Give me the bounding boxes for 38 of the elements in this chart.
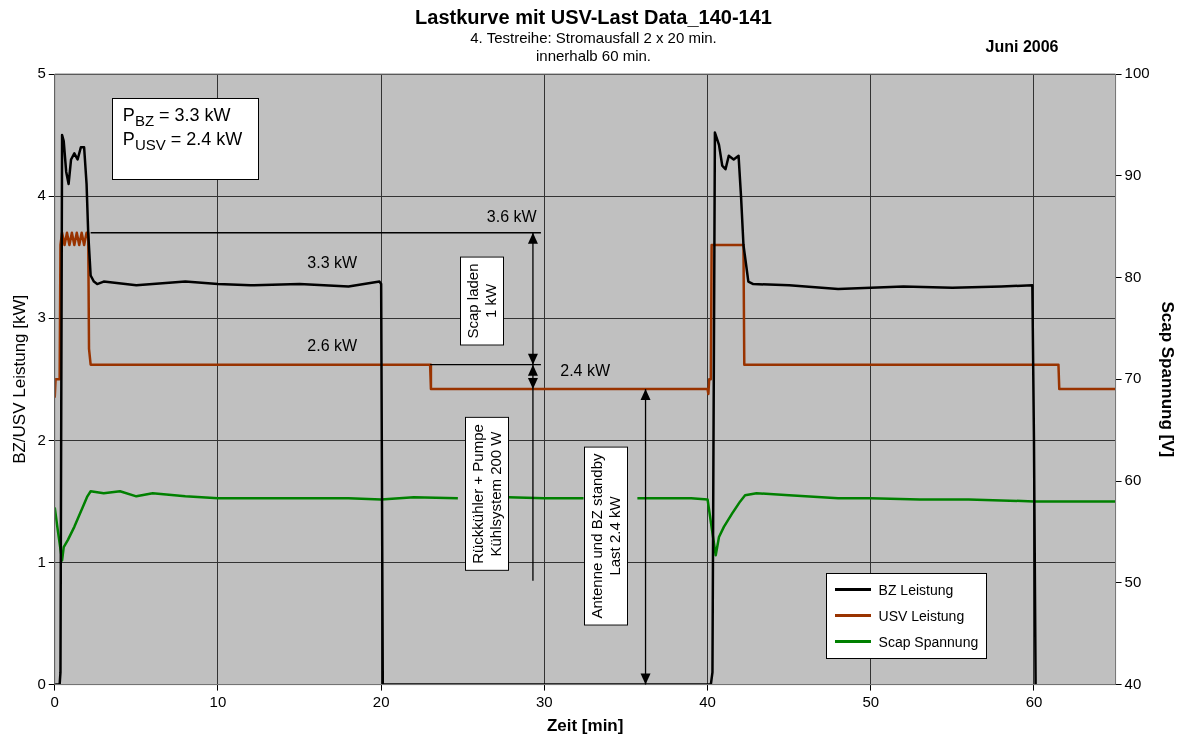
chart-title: Lastkurve mit USV-Last Data_140-141 [415, 5, 772, 28]
annotation: Scap laden 1 kW [460, 256, 505, 346]
annotation: 3.6 kW [486, 208, 537, 227]
legend-label: USV Leistung [878, 607, 965, 624]
y2-axis-title: Scap Spannung [V] [1158, 301, 1178, 458]
x-tick-label: 20 [372, 692, 390, 710]
annotation: P$_{USV}$ = 2.4 kW [122, 129, 243, 153]
annotation: Rückkühler + Pumpe Kühlsystem 200 W [465, 417, 510, 571]
y-tick-label: 4 [37, 186, 46, 204]
y2-tick-label: 90 [1124, 165, 1142, 183]
y-tick-label: 1 [37, 552, 46, 570]
annotation: 3.3 kW [307, 253, 358, 272]
annotation: 2.4 kW [560, 362, 611, 380]
legend-label: BZ Leistung [878, 581, 954, 598]
x-tick-label: 0 [50, 692, 59, 710]
y2-tick-label: 70 [1124, 369, 1142, 387]
x-tick-label: 10 [209, 692, 227, 710]
annotation: Antenne und BZ standby Last 2.4 kW [584, 446, 629, 626]
y2-tick-label: 80 [1124, 267, 1142, 285]
annotation: P$_{BZ}$ = 3.3 kW [122, 105, 232, 130]
y2-tick-label: 60 [1124, 471, 1142, 489]
x-tick-label: 50 [862, 692, 880, 710]
y2-tick-label: 50 [1124, 572, 1142, 590]
x-tick-label: 30 [536, 692, 553, 710]
text: Juni 2006 [985, 38, 1059, 56]
chart-subtitle: 4. Testreihe: Stromausfall 2 x 20 min. innerhalb 60 min. [470, 29, 717, 65]
legend-label: Scap Spannung [878, 633, 979, 650]
y-tick-label: 3 [37, 308, 46, 326]
y-tick-label: 2 [37, 430, 46, 448]
annotation: 2.6 kW [307, 336, 358, 355]
x-tick-label: 40 [699, 692, 716, 710]
x-tick-label: 60 [1025, 692, 1043, 710]
y-axis-title: BZ/USV Leistung [kW] [9, 294, 29, 464]
y-tick-label: 0 [37, 674, 46, 692]
y2-tick-label: 40 [1124, 674, 1142, 692]
y-tick-label: 5 [37, 64, 46, 82]
y2-tick-label: 100 [1124, 64, 1150, 82]
x-axis-title: Zeit [min] [546, 716, 624, 736]
